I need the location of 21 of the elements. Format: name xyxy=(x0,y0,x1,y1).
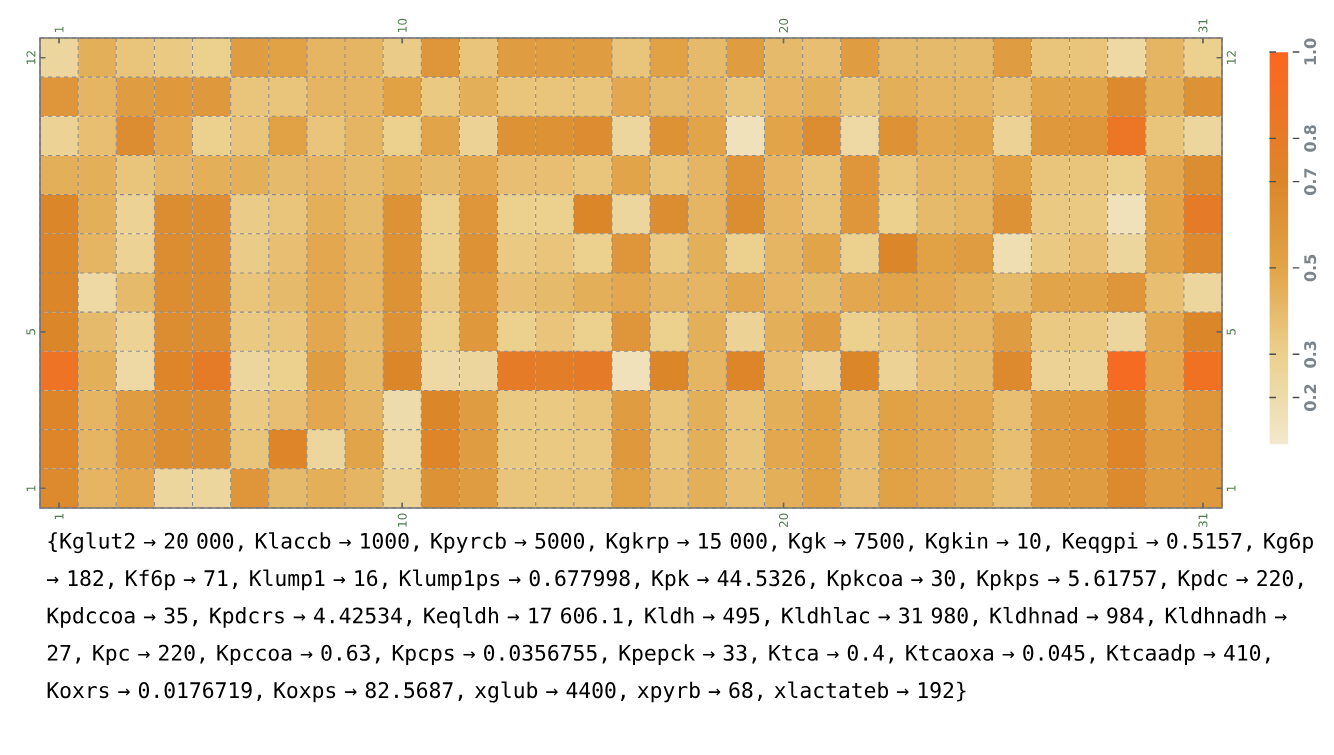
text: {Kglut2 → 20 000, Klaccb → 1000, Kpyrcb → 5000, Kgkrp → 15 000, Kgk → 7500, Kgkin → 10, Keqgpi → 0.5157, Kg6p → 182, Kf6p → 71, Klump1 → 16, Klump1ps → 0.677998, Kpk → 44.5326, Kpkcoa → 30, Kpkps → 5.61757, Kpdc → 220, Kpdccoa → 35, Kpdcrs → 4.42534, Keqldh → 17 606.1, Kldh → 495, Kldhlac → 31 980, Kldhnad → 984, Kldhnadh → 27, Kpc → 220, Kpccoa → 0.63, Kpcps → 0.0356755, Kpepck → 33, Ktca → 0.4, Ktcaoxa → 0.045, Ktcaadp → 410, Koxrs → 0.0176719, Koxps → 82.5687, xglub → 4400, xpyrb → 68, xlactateb → 192} xyxy=(46,532,1313,703)
x-tick-label: 10 xyxy=(397,513,407,527)
y-tick-label: 12 xyxy=(26,51,36,64)
y2-tick-label: 12 xyxy=(1226,51,1236,64)
x-tick-label: 1 xyxy=(54,513,64,520)
y-tick-label: 1 xyxy=(26,485,36,491)
category-label: 1 xyxy=(54,26,64,32)
color-bar-label: 0.3 xyxy=(1304,341,1317,368)
x-tick-label: 20 xyxy=(778,513,789,528)
y2-tick-label: 1 xyxy=(1226,485,1236,491)
color-bar-label: 0.2 xyxy=(1304,384,1317,411)
color-bar-label: 1.0 xyxy=(1304,38,1317,65)
category-label: 10 xyxy=(397,18,407,32)
category-label: 20 xyxy=(778,18,789,33)
y-tick-label: 5 xyxy=(26,328,36,335)
color-bar-label: 0.8 xyxy=(1304,125,1317,152)
color-bar-label: 0.5 xyxy=(1304,254,1317,282)
category-label: 31 xyxy=(1198,19,1208,33)
x-tick-label: 31 xyxy=(1198,513,1208,528)
y2-tick-label: 5 xyxy=(1226,328,1236,335)
color-bar-label: 0.7 xyxy=(1304,168,1317,195)
